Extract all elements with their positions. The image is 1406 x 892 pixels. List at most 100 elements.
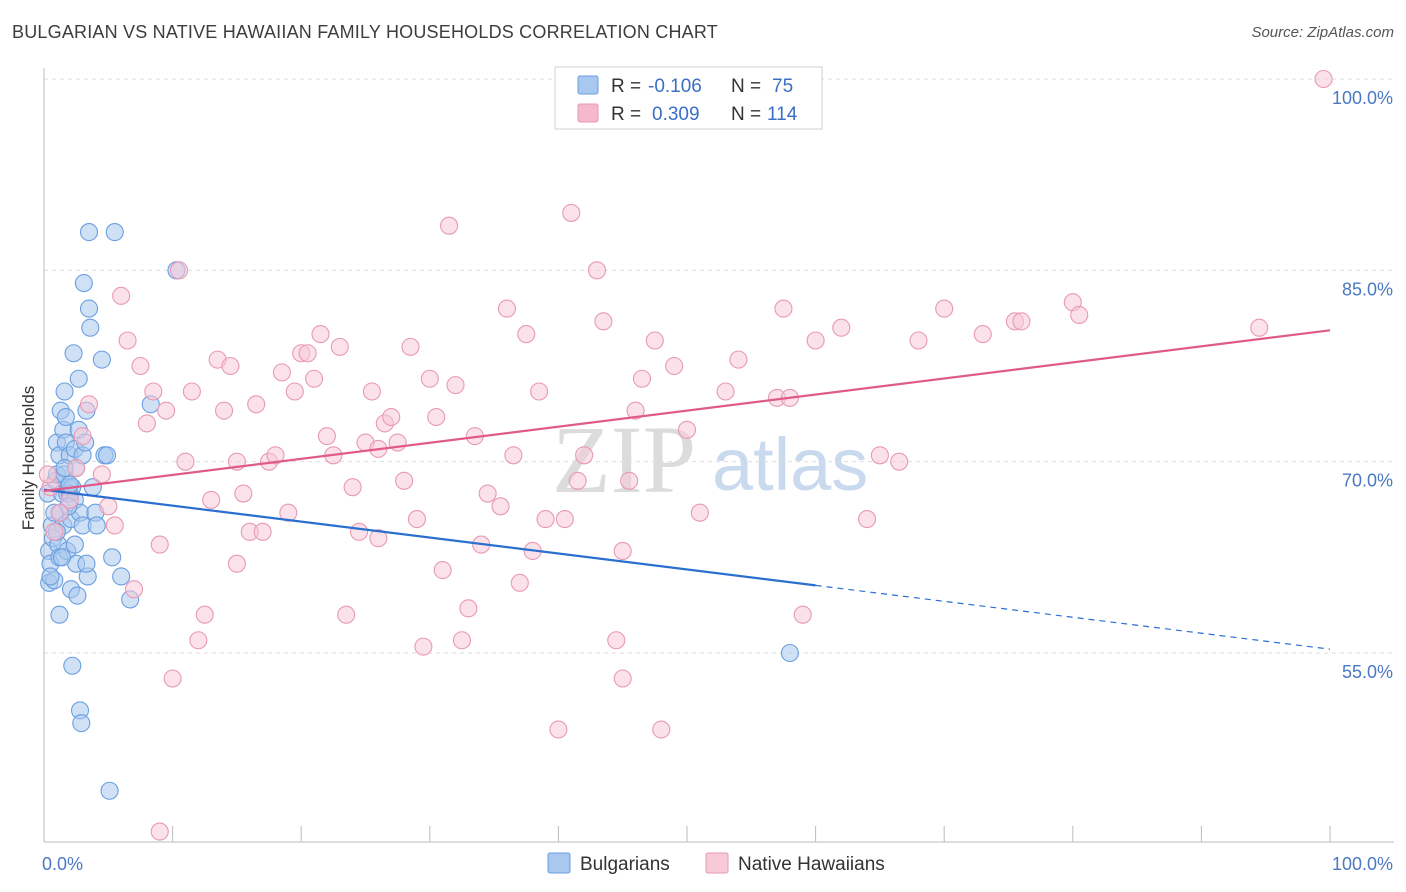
point-native-hawaiians	[285, 382, 304, 401]
point-native-hawaiians	[832, 318, 851, 337]
point-native-hawaiians	[67, 458, 86, 478]
point-bulgarians	[52, 548, 72, 567]
point-native-hawaiians	[575, 446, 594, 465]
point-bulgarians	[55, 382, 74, 401]
bottom-legend-label-bulgarians: Bulgarians	[580, 854, 670, 875]
point-native-hawaiians	[118, 331, 137, 350]
point-native-hawaiians	[202, 490, 221, 509]
point-native-hawaiians	[935, 299, 954, 318]
x-tick-label-min: 0.0%	[42, 854, 83, 874]
legend-r-label-bulgarians: R =	[611, 76, 641, 97]
legend-r-label-native-hawaiians: R =	[611, 104, 641, 125]
point-native-hawaiians	[504, 446, 523, 465]
point-native-hawaiians	[1070, 305, 1089, 325]
point-bulgarians	[56, 407, 75, 427]
grid-lines	[44, 78, 1394, 654]
point-native-hawaiians	[112, 286, 131, 305]
legend-box	[554, 66, 823, 130]
point-native-hawaiians	[362, 382, 381, 401]
point-native-hawaiians	[478, 484, 497, 503]
legend-r-value-bulgarians: -0.106	[648, 76, 702, 97]
trend-line-native-hawaiians	[43, 329, 1331, 493]
point-native-hawaiians	[279, 503, 298, 522]
point-bulgarians	[65, 535, 84, 554]
point-bulgarians	[64, 344, 83, 363]
legend-n-value-bulgarians: 75	[772, 76, 793, 97]
point-native-hawaiians	[1250, 318, 1269, 337]
point-native-hawaiians	[613, 541, 632, 561]
watermark-zip: ZIP	[552, 406, 696, 513]
point-native-hawaiians	[234, 484, 253, 503]
point-bulgarians	[79, 223, 99, 242]
point-native-hawaiians	[73, 427, 92, 446]
point-native-hawaiians	[517, 325, 536, 344]
point-native-hawaiians	[176, 452, 195, 471]
axes	[43, 68, 1394, 843]
point-native-hawaiians	[150, 535, 169, 554]
point-native-hawaiians	[407, 510, 426, 529]
point-native-hawaiians	[337, 605, 356, 624]
point-native-hawaiians	[124, 580, 144, 599]
point-native-hawaiians	[973, 325, 992, 344]
point-native-hawaiians	[330, 337, 349, 356]
source-label: Source: ZipAtlas.com	[1251, 24, 1394, 41]
point-native-hawaiians	[690, 503, 709, 522]
y-tick-label: 85.0%	[1342, 279, 1393, 299]
point-native-hawaiians	[247, 395, 266, 414]
x-tick-label-max: 100.0%	[1332, 854, 1393, 874]
point-native-hawaiians	[909, 331, 928, 350]
point-native-hawaiians	[401, 337, 420, 356]
point-native-hawaiians	[729, 350, 748, 369]
point-native-hawaiians	[105, 516, 124, 535]
point-native-hawaiians	[716, 382, 735, 401]
point-native-hawaiians	[157, 401, 176, 420]
point-native-hawaiians	[607, 631, 626, 650]
point-native-hawaiians	[555, 510, 574, 529]
legend-swatch-bulgarians	[577, 75, 599, 95]
point-native-hawaiians	[568, 471, 587, 490]
point-native-hawaiians	[214, 401, 234, 420]
point-native-hawaiians	[266, 446, 285, 465]
chart-title: BULGARIAN VS NATIVE HAWAIIAN FAMILY HOUS…	[12, 22, 718, 42]
point-native-hawaiians	[645, 331, 664, 350]
legend-r-value-native-hawaiians: 0.309	[652, 104, 700, 125]
point-native-hawaiians	[793, 605, 812, 624]
point-native-hawaiians	[857, 510, 877, 529]
series-bulgarians	[38, 223, 799, 800]
bottom-legend-swatch-native-hawaiians	[705, 852, 729, 874]
point-native-hawaiians	[594, 312, 613, 331]
point-bulgarians	[74, 274, 93, 293]
point-native-hawaiians	[890, 452, 909, 471]
point-native-hawaiians	[182, 382, 201, 401]
point-native-hawaiians	[497, 299, 517, 318]
point-native-hawaiians	[144, 382, 163, 401]
point-native-hawaiians	[587, 261, 607, 280]
point-native-hawaiians	[221, 356, 240, 376]
point-bulgarians	[92, 350, 111, 369]
point-native-hawaiians	[50, 503, 69, 522]
point-native-hawaiians	[38, 465, 57, 484]
point-native-hawaiians	[79, 395, 99, 414]
point-native-hawaiians	[382, 407, 401, 427]
point-native-hawaiians	[350, 522, 369, 541]
point-bulgarians	[72, 714, 91, 733]
point-native-hawaiians	[510, 573, 529, 592]
point-native-hawaiians	[632, 369, 652, 388]
point-bulgarians	[780, 643, 799, 663]
point-native-hawaiians	[530, 382, 549, 401]
point-native-hawaiians	[189, 631, 208, 650]
point-bulgarians	[77, 554, 96, 573]
trend-lines	[43, 329, 1331, 650]
point-native-hawaiians	[427, 407, 446, 427]
point-native-hawaiians	[163, 669, 182, 688]
point-native-hawaiians	[446, 376, 465, 395]
point-native-hawaiians	[420, 369, 439, 388]
point-native-hawaiians	[305, 369, 324, 388]
point-native-hawaiians	[60, 490, 79, 509]
point-bulgarians	[41, 567, 60, 586]
legend-stats: R = -0.106 N = 75 R = 0.309 N = 114	[554, 66, 823, 130]
y-tick-label: 55.0%	[1342, 662, 1393, 682]
point-native-hawaiians	[1314, 69, 1333, 89]
point-native-hawaiians	[452, 631, 472, 650]
